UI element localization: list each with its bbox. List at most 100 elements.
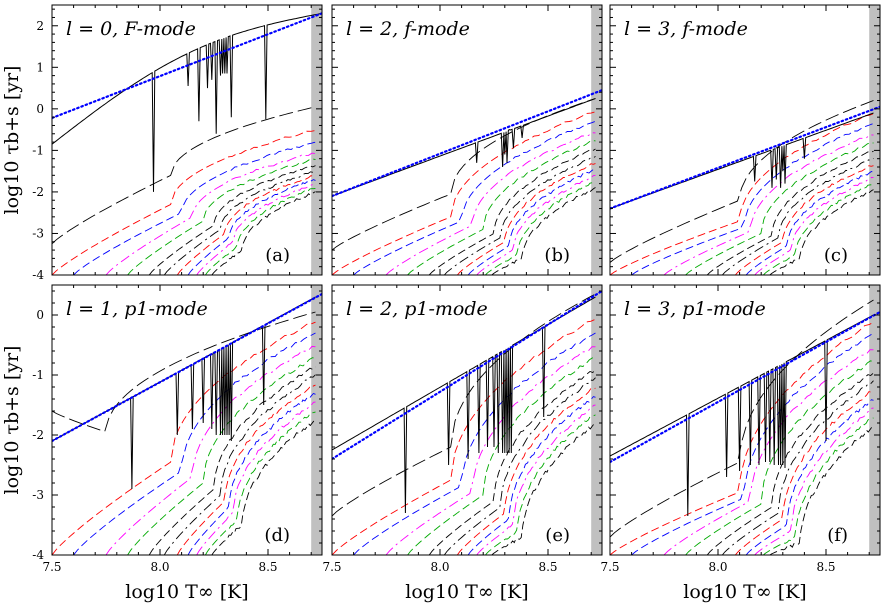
dashed-series-line: [745, 171, 874, 275]
dashed-series-line: [476, 404, 596, 555]
shaded-region: [869, 285, 880, 555]
plot-area: [610, 285, 880, 555]
y-tick-label: 0: [36, 102, 44, 116]
dashed-series-line: [631, 122, 874, 275]
dotted-series-line: [52, 12, 322, 120]
dashed-series-line: [485, 181, 596, 275]
dashed-series-line: [52, 311, 316, 433]
y-tick-label: 1: [36, 60, 44, 74]
x-tick-label: 8.0: [150, 560, 169, 574]
dashed-series-line: [73, 332, 316, 555]
dashed-series-line: [332, 111, 596, 275]
dashed-series-line: [196, 401, 316, 555]
y-tick-label: -4: [32, 548, 44, 562]
x-axis-title: log10 T∞ [K]: [125, 581, 248, 603]
dashed-series-line: [385, 346, 596, 555]
x-axis-title: log10 T∞ [K]: [405, 581, 528, 603]
panel-title: l = 2, f-mode: [346, 18, 470, 40]
dashed-series-line: [610, 299, 874, 538]
dashed-series-line: [734, 165, 874, 275]
panel-title: l = 2, p1-mode: [346, 298, 488, 320]
panel-title: l = 3, p1-mode: [624, 298, 766, 320]
dashed-series-line: [745, 399, 874, 555]
dashed-series-line: [428, 148, 596, 275]
x-tick-label: 7.5: [42, 560, 61, 574]
dashed-series-line: [163, 170, 316, 275]
x-axis-title: log10 T∞ [K]: [683, 581, 806, 603]
plot-area: [52, 285, 322, 555]
x-tick-label: 8.5: [538, 560, 557, 574]
dashed-series-line: [73, 141, 316, 275]
panel-c: l = 3, f-mode (c): [609, 4, 881, 276]
panel-frame: [609, 284, 881, 556]
dashed-series-line: [456, 163, 596, 275]
panel-title: l = 3, f-mode: [624, 18, 748, 40]
panel-letter: (d): [264, 525, 290, 546]
plot-background: [610, 285, 880, 555]
panel-title: l = 0, F-mode: [66, 18, 196, 40]
x-tick-label: 8.5: [816, 560, 835, 574]
dashed-series-line: [407, 357, 596, 555]
solid-series-line: [52, 12, 322, 192]
x-tick-label: 8.0: [430, 560, 449, 574]
plot-area: [52, 5, 322, 275]
y-tick-label: -2: [32, 185, 44, 199]
dashed-series-line: [769, 425, 874, 555]
dashed-series-line: [491, 422, 596, 555]
dashed-series-line: [685, 142, 874, 275]
y-tick-label: -2: [32, 428, 44, 442]
x-tick-label: 8.0: [708, 560, 727, 574]
dashed-series-line: [443, 377, 596, 555]
x-tick-label: 7.5: [600, 560, 619, 574]
y-tick-label: -1: [32, 143, 44, 157]
dotted-series-line: [610, 310, 880, 464]
panel-letter: (e): [545, 525, 570, 546]
shaded-region: [591, 5, 602, 275]
dashed-series-line: [763, 183, 874, 275]
y-tick-label: -4: [32, 268, 44, 282]
panels-layer: -4 -3 -2 -1 0 1 2 l = 0, F-mode (a) l = 2, f-mode…: [32, 4, 881, 574]
panel-e: 7.5 8.0 8.5 l = 2, p1-mode (e): [322, 284, 603, 574]
dashed-series-line: [127, 357, 316, 555]
panel-letter: (f): [827, 525, 848, 546]
dashed-series-line: [706, 372, 874, 555]
dashed-series-line: [769, 189, 874, 275]
labels-layer: log10 τb+s [yr] log10 τb+s [yr] log10 T∞ […: [1, 66, 807, 603]
dashed-series-line: [685, 360, 874, 555]
dashed-series-line: [385, 132, 596, 275]
solid-series-line: [610, 314, 874, 517]
dashed-series-line: [148, 165, 316, 275]
plot-background: [52, 285, 322, 555]
panel-letter: (b): [544, 245, 570, 266]
dashed-series-line: [476, 174, 596, 275]
y-tick-label: -1: [32, 368, 44, 382]
y-tick-label: 2: [36, 19, 44, 33]
dashed-series-line: [52, 321, 316, 555]
dashed-series-line: [610, 113, 874, 275]
dashed-series-line: [467, 168, 596, 275]
dashed-series-line: [148, 366, 316, 555]
x-tick-label: 8.5: [258, 560, 277, 574]
dashed-series-line: [734, 390, 874, 555]
dashed-series-line: [754, 176, 874, 275]
dashed-series-line: [163, 374, 316, 555]
y-tick-label: -3: [32, 488, 44, 502]
panel-f: 7.5 8.0 8.5 l = 3, p1-mode (f): [600, 284, 881, 574]
shaded-region: [311, 285, 322, 555]
panel-title: l = 1, p1-mode: [66, 298, 208, 320]
panel-frame: [331, 284, 603, 556]
panel-frame: [609, 4, 881, 276]
dashed-series-line: [127, 158, 316, 275]
plot-background: [332, 5, 602, 275]
dashed-series-line: [631, 332, 874, 555]
y-tick-label: 0: [36, 308, 44, 322]
shaded-region: [311, 5, 322, 275]
plot-background: [610, 5, 880, 275]
dashed-series-line: [485, 414, 596, 555]
dashed-series-line: [610, 100, 874, 263]
plot-background: [52, 5, 322, 275]
dashed-series-line: [211, 419, 316, 555]
panel-letter: (a): [265, 245, 290, 266]
y-tick-label: -3: [32, 226, 44, 240]
dashed-series-line: [663, 134, 874, 275]
